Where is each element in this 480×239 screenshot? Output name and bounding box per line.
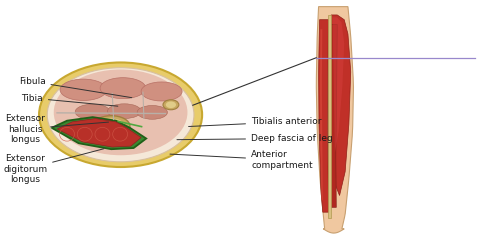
Ellipse shape	[54, 70, 188, 155]
Ellipse shape	[93, 116, 130, 137]
Text: Tibia: Tibia	[21, 94, 118, 106]
Text: Tibialis anterior: Tibialis anterior	[189, 117, 322, 126]
Ellipse shape	[137, 105, 168, 119]
Ellipse shape	[75, 104, 110, 120]
Polygon shape	[52, 117, 146, 149]
Polygon shape	[57, 119, 141, 147]
Text: Deep fascia of leg: Deep fascia of leg	[177, 134, 333, 143]
Text: Extensor
digitorum
longus: Extensor digitorum longus	[3, 149, 104, 184]
Ellipse shape	[39, 62, 202, 167]
Ellipse shape	[163, 100, 179, 110]
Polygon shape	[320, 29, 323, 200]
Ellipse shape	[47, 68, 194, 162]
Ellipse shape	[108, 104, 141, 119]
Ellipse shape	[100, 78, 146, 99]
Polygon shape	[330, 15, 351, 196]
Ellipse shape	[60, 79, 107, 100]
Polygon shape	[319, 20, 329, 212]
Ellipse shape	[141, 82, 182, 101]
Polygon shape	[328, 24, 337, 207]
Ellipse shape	[166, 101, 176, 108]
Text: Fibula: Fibula	[19, 77, 132, 98]
Polygon shape	[333, 17, 344, 153]
Text: Anterior
compartment: Anterior compartment	[170, 150, 312, 170]
Ellipse shape	[98, 119, 125, 134]
Polygon shape	[316, 7, 353, 233]
Polygon shape	[328, 15, 331, 218]
Text: Extensor
hallucis
longus: Extensor hallucis longus	[5, 114, 108, 144]
